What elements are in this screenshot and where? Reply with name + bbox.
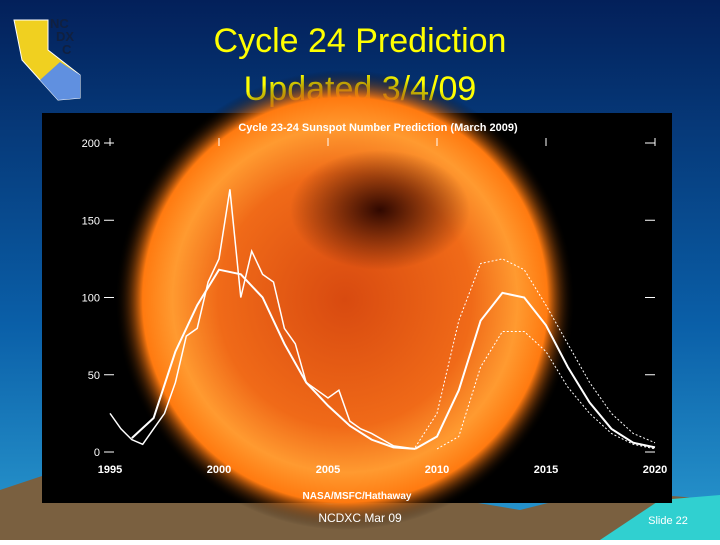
y-tick-label: 150 bbox=[82, 215, 100, 227]
series-line bbox=[414, 291, 656, 450]
x-tick-label: 2005 bbox=[316, 464, 340, 476]
logo: NCDXC bbox=[50, 16, 74, 57]
series-line bbox=[109, 189, 416, 450]
x-tick-label: 1995 bbox=[98, 464, 122, 476]
y-tick-label: 50 bbox=[88, 370, 100, 382]
x-tick-label: 2000 bbox=[207, 464, 231, 476]
y-tick-label: 0 bbox=[94, 447, 100, 459]
chart-title: Cycle 23-24 Sunspot Number Prediction (M… bbox=[238, 122, 518, 134]
x-tick-label: 2020 bbox=[643, 464, 667, 476]
logo-text: C bbox=[62, 42, 72, 57]
title-line: Cycle 24 Prediction bbox=[214, 22, 507, 60]
x-tick-label: 2010 bbox=[425, 464, 449, 476]
footer: NCDXC Mar 09 bbox=[318, 511, 402, 525]
series-line bbox=[436, 330, 656, 450]
logo-text: DX bbox=[56, 29, 74, 44]
sun bbox=[115, 70, 575, 530]
logo-text: NC bbox=[50, 16, 69, 31]
series-line bbox=[131, 268, 416, 450]
series-line bbox=[414, 258, 656, 448]
y-tick-label: 100 bbox=[82, 293, 100, 305]
coronal-hole bbox=[290, 150, 470, 270]
water bbox=[600, 495, 720, 540]
chart: Cycle 23-24 Sunspot Number Prediction (M… bbox=[82, 122, 668, 502]
slide-number: Slide 22 bbox=[648, 515, 688, 527]
logo-map-south bbox=[40, 62, 80, 100]
x-tick-label: 2015 bbox=[534, 464, 558, 476]
chart-credit: NASA/MSFC/Hathaway bbox=[303, 491, 412, 502]
y-tick-label: 200 bbox=[82, 138, 100, 150]
